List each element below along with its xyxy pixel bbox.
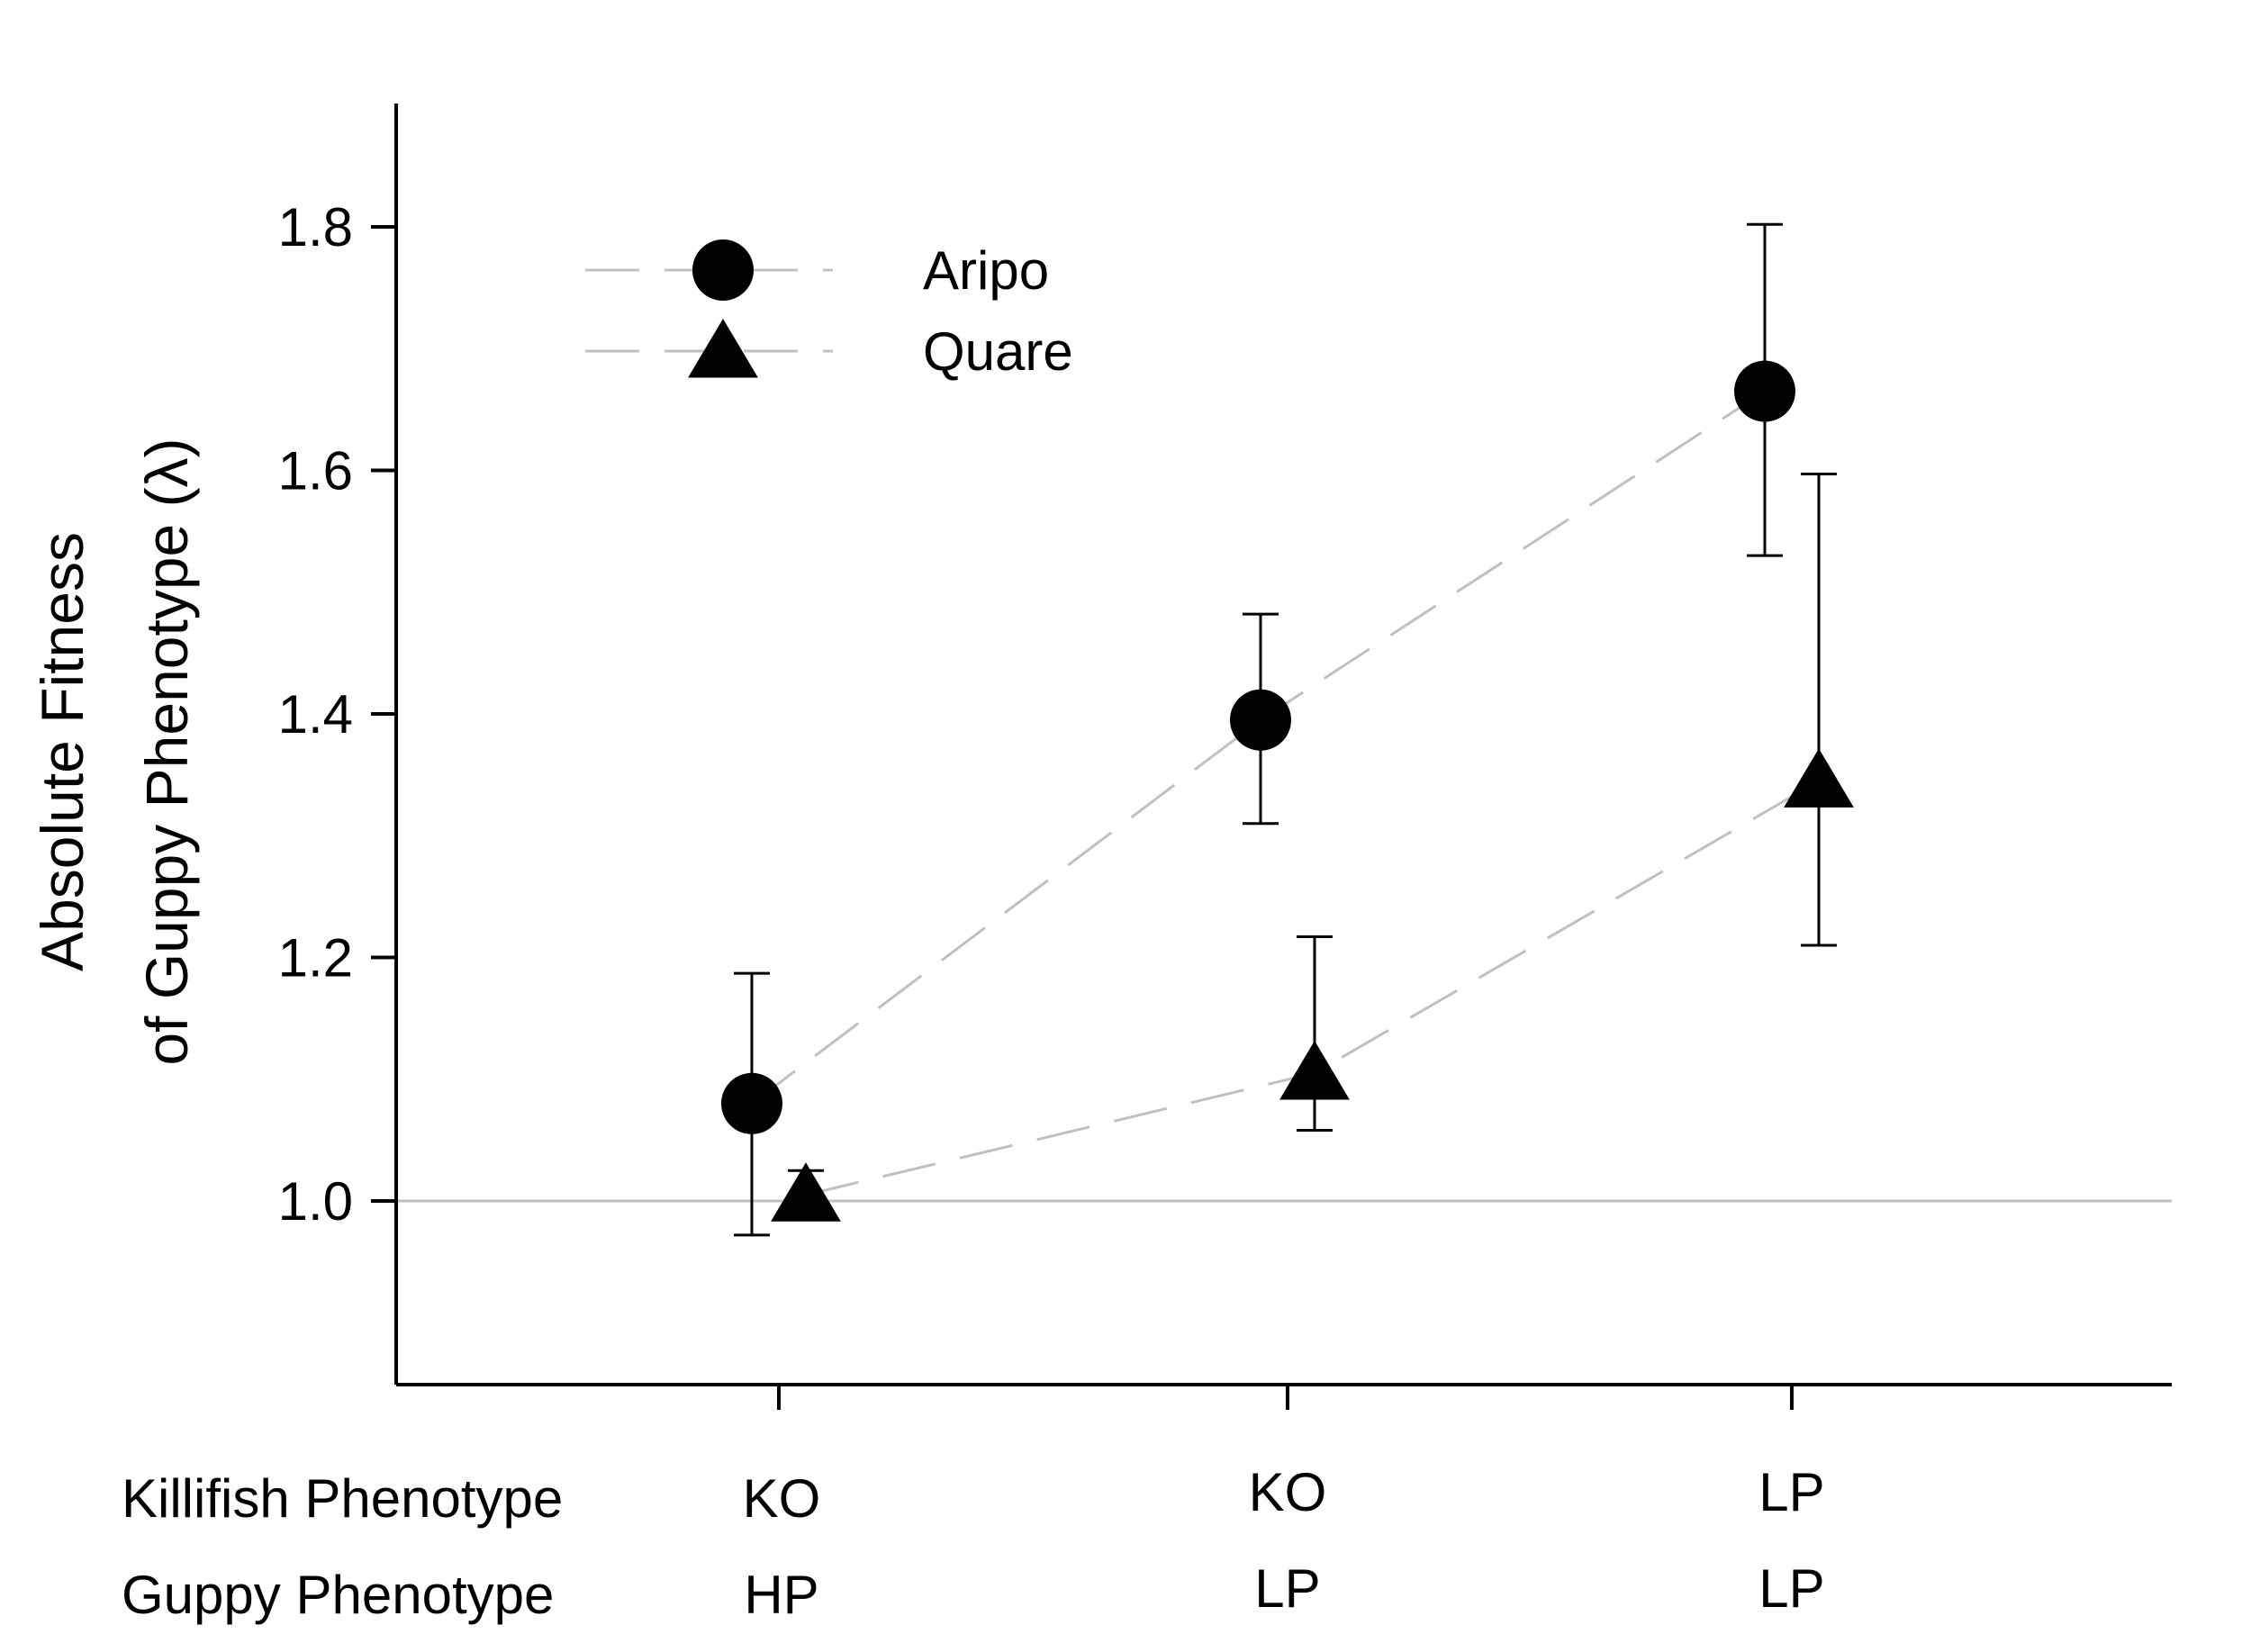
category-row-label: Killifish Phenotype: [122, 1468, 563, 1529]
data-point-circle: [692, 239, 754, 301]
category-label: HP: [744, 1565, 818, 1625]
y-tick-label: 1.8: [278, 197, 353, 257]
y-tick-label: 1.6: [278, 441, 353, 501]
category-row-label: Guppy Phenotype: [122, 1565, 554, 1625]
y-axis-label-line-1: Absolute Fitness: [29, 532, 95, 971]
data-point-circle: [721, 1072, 782, 1134]
category-label: LP: [1758, 1558, 1824, 1619]
data-point-circle: [1230, 689, 1291, 751]
category-label: KO: [1249, 1462, 1327, 1522]
labels: Absolute Fitness of Guppy Phenotype (λ) …: [29, 438, 1825, 1625]
data-point-triangle: [1784, 748, 1854, 808]
legend-label: Aripo: [923, 240, 1049, 301]
category-label: KO: [743, 1468, 821, 1529]
legend-label: Quare: [923, 321, 1073, 382]
category-label: LP: [1254, 1558, 1320, 1619]
data-point-triangle: [688, 319, 758, 378]
y-axis-label-line-2: of Guppy Phenotype (λ): [133, 438, 200, 1065]
y-tick-label: 1.2: [278, 928, 353, 988]
y-tick-label: 1.4: [278, 684, 353, 745]
connector-layer: [751, 390, 1820, 1196]
series-connector: [805, 780, 1820, 1196]
data-point-triangle: [1279, 1040, 1350, 1100]
y-tick-label: 1.0: [278, 1171, 353, 1232]
axes: 1.0 1.2 1.4 1.6 1.8: [278, 104, 2172, 1410]
category-label: LP: [1758, 1462, 1824, 1522]
legend: Aripo Quare: [585, 239, 1073, 382]
data-point-triangle: [771, 1162, 841, 1222]
data-markers: [721, 360, 1854, 1222]
data-point-circle: [1734, 360, 1795, 422]
